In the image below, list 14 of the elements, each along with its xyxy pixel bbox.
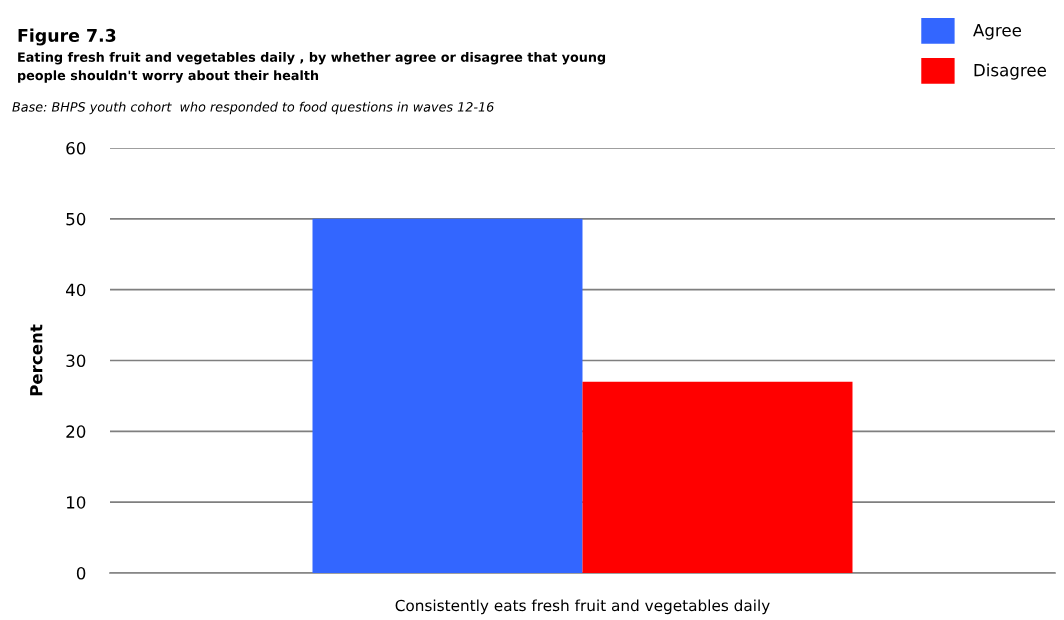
x-tick-label: Consistently eats fresh fruit and vegetables daily (395, 599, 770, 615)
y-tick-label: 40 (66, 283, 86, 297)
y-tick-label: 30 (66, 354, 86, 368)
y-axis-title: Percent (30, 324, 43, 396)
legend-label: Disagree (974, 63, 1046, 80)
chart-subtitle: Eating fresh fruit and vegetables daily , by whether agree or disagree that young people shouldn't worry about their health (18, 52, 606, 83)
y-tick-label: 20 (66, 425, 86, 438)
text: Base: BHPS youth cohort who responded to food questions in waves 12-16 (12, 101, 494, 115)
y-tick-label: 50 (66, 212, 86, 226)
chart-title: Figure 7.3 (18, 28, 116, 46)
legend-label: Agree (973, 24, 1022, 40)
y-tick-label: 60 (66, 141, 86, 155)
y-tick-label: 0 (76, 566, 86, 580)
y-tick-label: 10 (67, 496, 86, 509)
